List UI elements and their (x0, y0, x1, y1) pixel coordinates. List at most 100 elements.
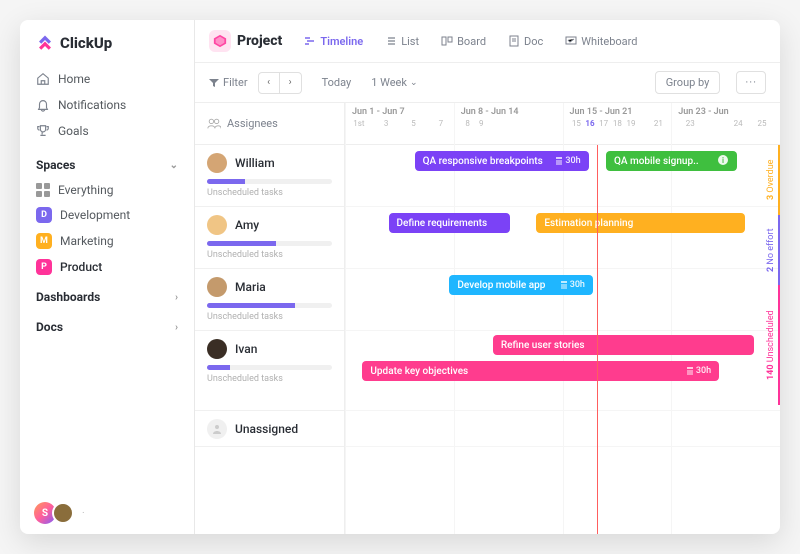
task-row: QA responsive breakpoints 30h QA mobile si… (345, 145, 780, 207)
day-cell (543, 119, 557, 128)
view-list[interactable]: List (377, 31, 427, 52)
space-label: Everything (58, 183, 113, 197)
chevron-right-icon: › (175, 322, 178, 333)
day-cell: 19 (624, 119, 638, 128)
more-button[interactable]: ··· (736, 71, 766, 94)
days-row: 1st357 (352, 119, 448, 128)
next-button[interactable]: › (280, 72, 302, 94)
task-label: Update key objectives (370, 366, 468, 377)
task-label: QA mobile signup.. (614, 156, 699, 167)
avatar (207, 277, 227, 297)
nav-goals[interactable]: Goals (28, 118, 186, 144)
task-bar[interactable]: Develop mobile app30h (449, 275, 593, 295)
filter-button[interactable]: Filter (209, 76, 248, 89)
nav-home[interactable]: Home (28, 66, 186, 92)
task-bar[interactable]: Estimation planning (536, 213, 745, 233)
svg-text:i: i (721, 156, 723, 165)
space-everything[interactable]: Everything (20, 178, 194, 202)
day-cell: 9 (474, 119, 488, 128)
docs-header[interactable]: Docs › (20, 310, 194, 340)
task-bar[interactable]: Define requirements (389, 213, 511, 233)
task-bar[interactable]: QA mobile signup.. i (606, 151, 737, 171)
everything-icon (36, 183, 50, 197)
logo-text: ClickUp (60, 34, 112, 52)
toolbar: Filter ‹ › Today 1 Week ⌄ Group by ··· (195, 63, 780, 103)
logo[interactable]: ClickUp (20, 20, 194, 62)
assignee-row[interactable]: WilliamUnscheduled tasks (195, 145, 344, 207)
week-column: Jun 15 - Jun 21151617181921 (563, 103, 672, 144)
task-rows: QA responsive breakpoints 30h QA mobile si… (345, 145, 780, 447)
spaces-header[interactable]: Spaces ⌄ (20, 148, 194, 178)
task-label: QA responsive breakpoints (423, 156, 543, 167)
progress-bar (207, 241, 332, 246)
section-title: Docs (36, 320, 63, 334)
week-column: Jun 1 - Jun 71st357 (345, 103, 454, 144)
task-hours: 30h (560, 280, 585, 290)
logo-icon (36, 34, 54, 52)
assignee-row[interactable]: AmyUnscheduled tasks (195, 207, 344, 269)
day-cell: 7 (434, 119, 448, 128)
day-cell: 8 (461, 119, 475, 128)
unscheduled-indicator[interactable]: 140 Unscheduled (764, 285, 780, 405)
progress-bar (207, 179, 332, 184)
space-badge: P (36, 259, 52, 275)
week-column: Jun 8 - Jun 1489 (454, 103, 563, 144)
space-development[interactable]: D Development (20, 202, 194, 228)
day-cell (502, 119, 516, 128)
day-cell: 17 (597, 119, 611, 128)
view-label: Board (457, 35, 486, 48)
assignee-row[interactable]: IvanUnscheduled tasks (195, 331, 344, 411)
day-cell: 23 (678, 119, 702, 128)
noeffort-indicator[interactable]: 2 No effort (764, 215, 780, 285)
section-title: Spaces (36, 158, 75, 172)
assignee-row[interactable]: MariaUnscheduled tasks (195, 269, 344, 331)
day-cell: 3 (379, 119, 393, 128)
topbar: Project Timeline List Board Doc Whiteboa… (195, 20, 780, 63)
nav-label: Notifications (58, 98, 126, 112)
task-row: Develop mobile app30h (345, 269, 780, 331)
date-nav: ‹ › (258, 72, 302, 94)
day-cell: 15 (570, 119, 584, 128)
info-icon: i (717, 154, 729, 169)
timeline-icon (304, 35, 316, 47)
day-cell: 16 (583, 119, 597, 128)
task-bar[interactable]: Update key objectives 30h (362, 361, 719, 381)
assignee-row[interactable]: Unassigned (195, 411, 344, 447)
overdue-indicator[interactable]: 3 Overdue (764, 145, 780, 215)
assignees-header[interactable]: Assignees (195, 103, 344, 145)
view-doc[interactable]: Doc (500, 31, 551, 52)
view-label: Whiteboard (581, 35, 637, 48)
today-button[interactable]: Today (322, 76, 352, 89)
task-bar[interactable]: Refine user stories (493, 335, 754, 355)
task-label: Refine user stories (501, 340, 585, 351)
day-cell (420, 119, 434, 128)
days-row: 89 (461, 119, 557, 128)
view-timeline[interactable]: Timeline (296, 31, 371, 52)
chevron-down-icon: ⌄ (170, 160, 178, 171)
task-bar[interactable]: QA responsive breakpoints 30h (415, 151, 589, 171)
week-column: Jun 23 - Jun232425 (671, 103, 780, 144)
range-selector[interactable]: 1 Week ⌄ (371, 76, 417, 89)
task-hours: 30h (686, 366, 711, 376)
main: Project Timeline List Board Doc Whiteboa… (195, 20, 780, 534)
user-avatar-2[interactable] (52, 502, 74, 524)
view-whiteboard[interactable]: Whiteboard (557, 31, 645, 52)
space-marketing[interactable]: M Marketing (20, 228, 194, 254)
nav-notifications[interactable]: Notifications (28, 92, 186, 118)
task-hours: 30h (555, 156, 580, 166)
assignees-column: Assignees WilliamUnscheduled tasksAmyUns… (195, 103, 345, 534)
groupby-button[interactable]: Group by (655, 71, 721, 94)
day-cell (638, 119, 652, 128)
filter-icon (209, 78, 219, 88)
view-board[interactable]: Board (433, 31, 494, 52)
day-cell (515, 119, 529, 128)
day-cell (702, 119, 726, 128)
space-product[interactable]: P Product (20, 254, 194, 280)
day-cell: 5 (407, 119, 421, 128)
dashboards-header[interactable]: Dashboards › (20, 280, 194, 310)
avatar-more[interactable]: · (82, 508, 85, 519)
unscheduled-label: Unscheduled tasks (207, 188, 332, 198)
whiteboard-icon (565, 35, 577, 47)
prev-button[interactable]: ‹ (258, 72, 280, 94)
avatar (207, 419, 227, 439)
